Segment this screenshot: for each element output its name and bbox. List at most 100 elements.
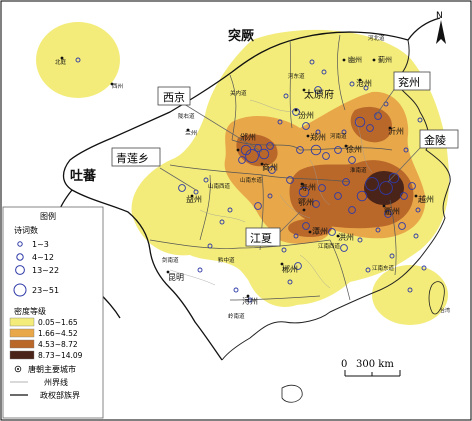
city-label-jizhou: 蓟州 xyxy=(378,55,392,64)
city-label-lanzhou: 兰州 xyxy=(185,129,197,137)
poem-count-circle xyxy=(321,69,327,75)
poem-count-circle xyxy=(408,182,416,190)
city-dot xyxy=(60,56,64,60)
poem-count-circle xyxy=(357,237,363,243)
callout-box-jiangxia xyxy=(245,227,281,247)
city-dot xyxy=(110,82,114,86)
callout-box-yanzhou xyxy=(393,71,431,91)
poem-count-circle xyxy=(363,85,369,91)
city-label-zhengzhou: 郑州 xyxy=(310,132,326,142)
poem-count-circle xyxy=(312,200,320,208)
poem-count-circle xyxy=(334,192,342,200)
legend-poem-label: 13~22 xyxy=(32,266,59,275)
city-label-cangzhou: 沧州 xyxy=(356,78,372,88)
city-label-youzhou: 幽州 xyxy=(348,55,362,64)
region-label-jiangnanxidao: 江南西道 xyxy=(318,242,341,250)
legend-regime-label: 政权部族界 xyxy=(40,390,80,400)
poem-count-circle xyxy=(258,148,270,160)
poem-count-circle xyxy=(294,262,302,270)
poem-count-circle xyxy=(178,184,186,192)
poem-count-circle xyxy=(421,265,427,271)
city-dot xyxy=(280,262,284,266)
city-labels: 太原府 幽州 蓟州 沧州 汾州 兰州 邠州 商州 郑州 徐州 沂州 寿州 鄂州 … xyxy=(168,55,450,314)
poem-count-circle xyxy=(245,149,259,163)
poem-count-circle xyxy=(302,222,310,230)
city-dot xyxy=(388,126,392,130)
poem-count-circle xyxy=(407,287,413,293)
poem-count-circle xyxy=(227,207,233,213)
poem-count-circle xyxy=(197,267,203,273)
callout-box-jinling xyxy=(419,129,459,149)
city-dot xyxy=(342,58,346,62)
poem-count-circle xyxy=(266,142,274,150)
city-label-fenzhou: 汾州 xyxy=(298,110,314,120)
poem-count-circle xyxy=(389,253,395,259)
density-zone-4 xyxy=(364,171,404,205)
region-label-huainandao: 淮南道 xyxy=(350,166,367,174)
legend-poem-symbol xyxy=(17,241,23,247)
poem-count-circle xyxy=(286,176,294,184)
poem-count-circle xyxy=(207,243,213,249)
prefecture-boundary xyxy=(299,254,331,289)
legend-density-swatch xyxy=(9,317,35,327)
region-label-qianzhongdao: 黔中道 xyxy=(218,256,235,264)
poem-count-circle xyxy=(75,57,81,63)
callout-label-yanzhou: 兖州 xyxy=(398,75,420,89)
legend-prefecture-label: 州界线 xyxy=(44,377,68,387)
legend: 图例 诗词数 1~3 4~12 13~22 23~51 密度等级 0.05~1.65 1… xyxy=(2,206,104,419)
poem-count-circle xyxy=(340,244,348,252)
legend-poem-label: 23~51 xyxy=(32,286,59,295)
city-dot xyxy=(414,194,418,198)
poem-count-circle xyxy=(375,227,381,233)
city-dot xyxy=(294,108,298,112)
poem-count-circle xyxy=(349,81,355,87)
circuit-boundary xyxy=(389,199,397,276)
region-label-tubo: 吐蕃 xyxy=(70,168,97,184)
poem-count-circle xyxy=(267,193,273,199)
density-zone-1 xyxy=(372,265,448,325)
poem-count-circle xyxy=(277,119,283,125)
circuit-boundary xyxy=(229,295,321,301)
legend-density-title: 密度等级 xyxy=(14,306,46,316)
region-label-jiannandao: 剑南道 xyxy=(162,256,179,264)
city-dot xyxy=(308,230,312,234)
poem-count-circle xyxy=(379,181,393,195)
city-label-yizhou: 沂州 xyxy=(388,126,404,136)
poem-points xyxy=(75,57,427,303)
poem-count-circle xyxy=(309,59,315,65)
callout-box-xijing xyxy=(157,86,191,106)
poem-count-circle xyxy=(417,117,423,123)
callout-label-qinglianxiang: 青莲乡 xyxy=(116,152,149,165)
city-dot xyxy=(246,294,250,298)
poem-count-circle xyxy=(314,86,322,94)
city-dot xyxy=(358,78,362,82)
poem-count-circle xyxy=(318,184,326,192)
poem-count-circle xyxy=(388,172,400,184)
city-label-yizhou2: 益州 xyxy=(186,194,202,204)
coastline xyxy=(221,39,451,361)
region-label-guanneidao: 关内道 xyxy=(230,89,247,97)
poem-count-circle xyxy=(238,156,246,164)
prefecture-boundary xyxy=(169,269,216,286)
city-label-quzhou: 衢州 xyxy=(384,206,400,216)
poem-count-circle xyxy=(315,129,321,135)
poem-count-circle xyxy=(356,190,368,202)
circuit-boundary xyxy=(289,39,293,129)
region-label-hedongdao: 河东道 xyxy=(288,72,305,80)
prefecture-boundary xyxy=(309,159,331,206)
poem-count-circle xyxy=(415,207,421,213)
circuit-boundary xyxy=(329,239,351,301)
poem-count-circle xyxy=(365,177,379,191)
legend-density-label: 0.05~1.65 xyxy=(38,318,78,327)
callout-leader xyxy=(277,211,301,235)
poem-count-circle xyxy=(287,279,293,285)
city-dot xyxy=(344,144,348,148)
city-dot xyxy=(372,58,376,62)
city-dot xyxy=(302,208,306,212)
region-label-shannandongdao: 山南东道 xyxy=(240,176,263,184)
poem-count-circle xyxy=(298,186,310,198)
scale-label: 300 km xyxy=(356,359,394,370)
poem-count-circle xyxy=(400,192,408,200)
